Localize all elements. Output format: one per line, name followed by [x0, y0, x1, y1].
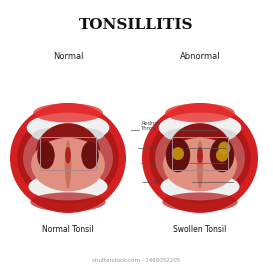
- Text: Normal: Normal: [53, 52, 83, 61]
- Text: Normal Tonsil: Normal Tonsil: [42, 225, 94, 234]
- Ellipse shape: [166, 138, 190, 172]
- Ellipse shape: [65, 147, 71, 164]
- Ellipse shape: [43, 137, 93, 185]
- Ellipse shape: [31, 138, 105, 191]
- Text: Abnormal: Abnormal: [180, 52, 220, 61]
- Ellipse shape: [23, 121, 113, 195]
- Ellipse shape: [33, 103, 103, 123]
- Ellipse shape: [81, 141, 99, 169]
- Ellipse shape: [162, 192, 238, 212]
- Ellipse shape: [165, 103, 235, 123]
- Ellipse shape: [216, 149, 228, 162]
- Ellipse shape: [32, 127, 104, 143]
- Text: Uvula: Uvula: [151, 160, 166, 165]
- Text: Tongue: Tongue: [154, 179, 173, 185]
- Ellipse shape: [197, 141, 203, 189]
- Ellipse shape: [163, 138, 237, 191]
- Ellipse shape: [210, 138, 234, 172]
- Text: Swollen Tonsil: Swollen Tonsil: [173, 225, 227, 234]
- Ellipse shape: [164, 127, 236, 143]
- Ellipse shape: [10, 103, 126, 213]
- Text: Redness
Throat: Redness Throat: [141, 121, 163, 131]
- Ellipse shape: [161, 173, 239, 200]
- Ellipse shape: [37, 141, 55, 169]
- Ellipse shape: [28, 173, 108, 200]
- Ellipse shape: [197, 147, 203, 164]
- Ellipse shape: [30, 192, 106, 212]
- Ellipse shape: [218, 142, 230, 155]
- Ellipse shape: [159, 113, 241, 143]
- Ellipse shape: [36, 123, 100, 184]
- Text: shutterstock.com · 2468052205: shutterstock.com · 2468052205: [92, 258, 180, 263]
- Ellipse shape: [168, 123, 232, 184]
- Ellipse shape: [65, 141, 71, 189]
- Ellipse shape: [175, 137, 225, 185]
- Ellipse shape: [142, 103, 258, 213]
- Bar: [40, 137, 96, 170]
- Ellipse shape: [149, 113, 251, 203]
- Text: Soft Palate: Soft Palate: [148, 146, 176, 151]
- Text: TONSILLITIS: TONSILLITIS: [79, 18, 193, 32]
- Ellipse shape: [172, 147, 184, 160]
- Bar: [172, 137, 228, 170]
- Ellipse shape: [17, 113, 119, 203]
- Ellipse shape: [155, 121, 245, 195]
- Ellipse shape: [27, 113, 109, 143]
